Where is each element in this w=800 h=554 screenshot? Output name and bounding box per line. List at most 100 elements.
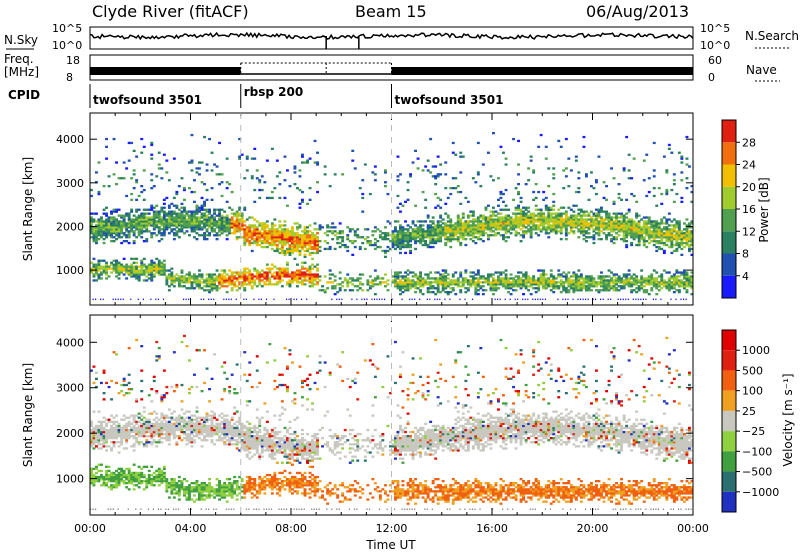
echo-cell [240, 281, 244, 284]
echo-cell [481, 224, 485, 227]
echo-cell [200, 222, 204, 225]
echo-cell [306, 161, 309, 164]
echo-cell [205, 208, 209, 211]
echo-cell [110, 428, 113, 432]
echo-cell [208, 234, 211, 237]
echo-cell [318, 224, 322, 227]
echo-cell [688, 275, 691, 278]
echo-cell [245, 232, 249, 235]
echo-cell [642, 224, 646, 227]
echo-cell [572, 224, 576, 227]
echo-cell [200, 275, 204, 278]
echo-cell [655, 220, 659, 223]
echo-cell [642, 236, 646, 239]
echo-cell [471, 236, 475, 239]
echo-cell [107, 234, 111, 237]
echo-cell [446, 228, 450, 231]
echo-cell [371, 234, 375, 237]
echo-cell [130, 265, 134, 268]
echo-cell [647, 226, 651, 229]
echo-cell [527, 224, 531, 227]
echo-cell [120, 228, 124, 231]
echo-cell [188, 216, 191, 219]
echo-cell [685, 241, 689, 245]
echo-cell [554, 281, 558, 284]
echo-cell [657, 224, 661, 227]
echo-cell [301, 245, 304, 249]
echo-cell [670, 224, 674, 227]
echo-cell [147, 263, 151, 266]
echo-cell [120, 471, 124, 475]
echo-cell [308, 251, 312, 255]
echo-cell [552, 208, 556, 211]
echo-cell [210, 285, 214, 288]
echo-cell [193, 287, 196, 290]
echo-cell [120, 222, 124, 225]
echo-cell [200, 220, 204, 223]
echo-cell [552, 283, 556, 286]
echo-cell [557, 139, 561, 143]
echo-cell [165, 212, 169, 215]
echo-cell [406, 198, 410, 201]
echo-cell [434, 175, 438, 178]
echo-cell [125, 240, 129, 243]
echo-cell [517, 190, 520, 194]
echo-cell [230, 273, 234, 276]
echo-cell [361, 273, 365, 276]
echo-cell [92, 410, 96, 413]
echo-cell [152, 265, 156, 268]
echo-cell [258, 181, 262, 184]
echo-cell [105, 475, 108, 479]
echo-cell [471, 228, 475, 231]
echo-cell [130, 228, 134, 231]
echo-cell [195, 208, 199, 211]
echo-cell [172, 157, 176, 160]
echo-cell [125, 230, 129, 233]
echo-cell [499, 218, 503, 221]
echo-cell [135, 271, 139, 274]
echo-cell [434, 183, 438, 186]
echo-cell [203, 236, 206, 239]
echo-cell [642, 289, 646, 292]
echo-cell [245, 277, 249, 280]
echo-cell [469, 210, 473, 213]
echo-cell [539, 269, 543, 272]
echo-cell [132, 261, 136, 264]
echo-cell [240, 222, 244, 225]
echo-cell [125, 486, 129, 489]
echo-cell [549, 218, 553, 221]
echo-cell [92, 265, 96, 268]
echo-cell [622, 279, 626, 282]
echo-cell [494, 285, 498, 288]
echo-cell [504, 214, 508, 217]
echo-cell [434, 232, 438, 235]
echo-cell [293, 279, 297, 282]
echo-cell [642, 281, 646, 284]
echo-cell [275, 228, 279, 231]
echo-cell [685, 275, 689, 278]
echo-cell [120, 473, 124, 477]
echo-cell [313, 241, 317, 245]
echo-cell [107, 478, 111, 481]
echo-cell [308, 243, 312, 247]
echo-cell [683, 271, 686, 274]
echo-cell [585, 220, 588, 223]
echo-cell [228, 232, 232, 235]
echo-cell [409, 173, 412, 176]
echo-cell [434, 293, 438, 296]
echo-cell [288, 230, 292, 233]
echo-cell [454, 228, 458, 231]
echo-cell [436, 283, 440, 286]
echo-cell [140, 261, 144, 264]
echo-cell [517, 208, 520, 211]
echo-cell [600, 285, 603, 288]
echo-cell [439, 232, 443, 235]
echo-cell [107, 267, 111, 270]
echo-cell [107, 224, 111, 227]
echo-cell [132, 257, 136, 260]
echo-cell [554, 228, 558, 231]
echo-cell [585, 214, 588, 217]
echo-cell [137, 277, 141, 280]
echo-cell [210, 169, 214, 172]
echo-cell [268, 271, 272, 274]
